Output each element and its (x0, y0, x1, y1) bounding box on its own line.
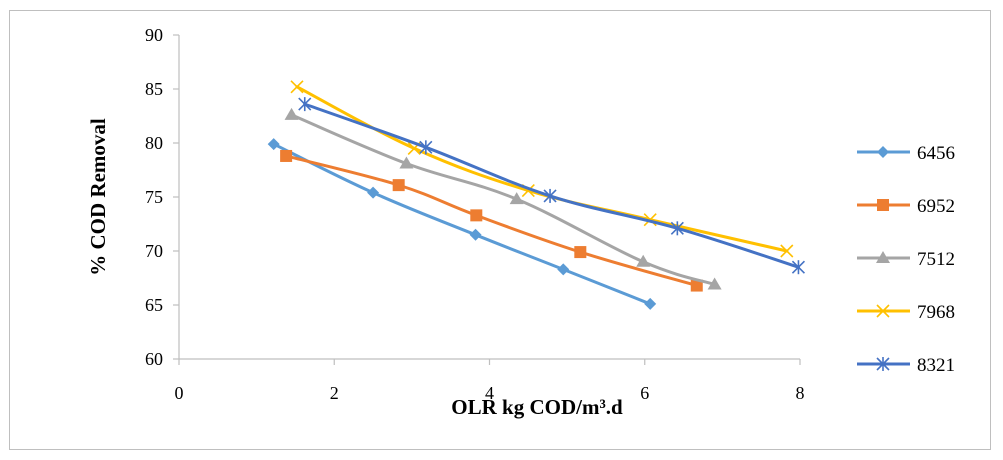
x-tick-label: 4 (485, 383, 494, 403)
series-8321 (298, 97, 806, 275)
data-point (392, 179, 405, 192)
legend-item: 7512 (857, 249, 955, 270)
series-line (295, 85, 789, 253)
data-point (707, 277, 722, 290)
series-line (290, 113, 717, 286)
legend-marker (877, 199, 889, 211)
legend-label: 6456 (917, 143, 955, 164)
series-6952 (280, 149, 703, 292)
legend-marker (877, 146, 889, 158)
legend-marker (876, 304, 890, 318)
data-point (470, 209, 483, 222)
data-point (290, 80, 304, 94)
data-point (298, 97, 312, 112)
y-tick-label: 90 (145, 25, 163, 45)
y-tick-label: 70 (145, 241, 163, 261)
series-layer (267, 80, 806, 310)
legend-label: 7512 (917, 249, 955, 270)
data-point (690, 279, 703, 292)
data-point (280, 149, 293, 162)
legend-label: 7968 (917, 302, 955, 323)
axes: 60 65 70 75 80 85 90 0 2 4 6 8 (145, 25, 805, 403)
legend-item: 6952 (857, 196, 955, 217)
x-tick-label: 0 (175, 383, 184, 403)
legend-label: 8321 (917, 355, 955, 376)
x-tick-label: 6 (640, 383, 649, 403)
data-point (399, 156, 414, 169)
y-tick-label: 65 (145, 295, 163, 315)
y-tick-label: 75 (145, 187, 163, 207)
data-point (791, 260, 806, 275)
data-point (367, 186, 380, 199)
legend-item: 8321 (857, 355, 955, 376)
chart-frame (9, 10, 991, 450)
legend-item: 6456 (857, 143, 955, 164)
data-point (644, 297, 657, 310)
y-axis-title: % COD Removal (86, 118, 110, 276)
legend-marker (876, 251, 890, 263)
legend-marker (876, 357, 890, 371)
data-point (419, 140, 433, 155)
legend: 6456 6952 7512 7968 8321 (857, 143, 955, 376)
legend-label: 6952 (917, 196, 955, 217)
y-ticks: 60 65 70 75 80 85 90 (145, 25, 179, 369)
y-tick-label: 80 (145, 133, 163, 153)
data-point (636, 254, 651, 267)
y-tick-label: 85 (145, 79, 163, 99)
data-point (574, 246, 587, 259)
legend-item: 7968 (857, 302, 955, 323)
data-point (469, 228, 482, 241)
series-6456 (267, 138, 657, 310)
x-tick-label: 8 (796, 383, 805, 403)
data-point (267, 138, 280, 151)
data-point (509, 192, 524, 205)
series-7512 (284, 107, 722, 290)
data-point (543, 188, 557, 203)
data-point (557, 263, 570, 276)
x-tick-label: 2 (330, 383, 339, 403)
x-ticks: 0 2 4 6 8 (175, 359, 805, 403)
data-point (284, 107, 299, 120)
series-7968 (290, 80, 794, 258)
x-axis-title: OLR kg COD/m³.d (451, 395, 623, 419)
data-point (670, 221, 684, 236)
data-point (780, 244, 794, 258)
y-tick-label: 60 (145, 349, 163, 369)
